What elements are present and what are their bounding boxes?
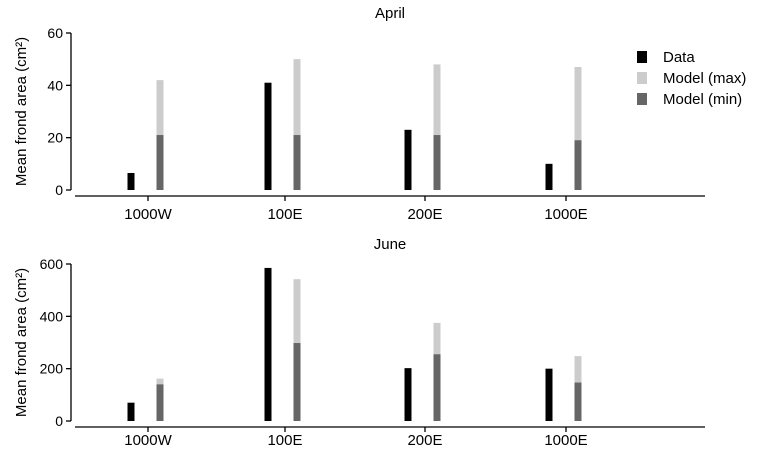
legend: Data Model (max) Model (min) bbox=[637, 49, 746, 108]
bar-data-1000E bbox=[545, 368, 553, 421]
bar-model-max-100E bbox=[293, 59, 301, 190]
bar-model-min-1000E bbox=[574, 382, 582, 421]
x-tick-label: 1000W bbox=[124, 206, 172, 223]
y-tick-label: 20 bbox=[47, 130, 63, 146]
y-axis-label: Mean frond area (cm²) bbox=[13, 268, 30, 417]
y-tick-label: 40 bbox=[47, 77, 63, 93]
legend-label: Data bbox=[663, 49, 695, 66]
y-tick-label: 200 bbox=[40, 361, 64, 377]
bar-data-200E bbox=[404, 368, 412, 421]
x-tick-label: 200E bbox=[407, 432, 442, 449]
bar-data-100E bbox=[264, 267, 272, 421]
bar-model-max-1000E bbox=[574, 67, 582, 190]
x-tick-label: 200E bbox=[407, 206, 442, 223]
chart-title: June bbox=[374, 236, 407, 253]
bar-model-max-200E bbox=[433, 64, 441, 190]
bar-data-1000W bbox=[127, 402, 135, 421]
bar-model-min-1000E bbox=[574, 140, 582, 190]
x-tick-label: 1000E bbox=[544, 432, 587, 449]
bar-model-min-200E bbox=[433, 354, 441, 421]
chart-title: April bbox=[375, 5, 405, 22]
legend-swatch bbox=[637, 51, 647, 63]
legend-swatch bbox=[637, 72, 647, 84]
y-tick-label: 0 bbox=[55, 182, 63, 198]
bar-model-min-1000W bbox=[156, 135, 164, 190]
bar-data-1000E bbox=[545, 163, 553, 190]
y-tick-label: 600 bbox=[40, 256, 64, 272]
x-tick-label: 1000E bbox=[544, 206, 587, 223]
x-tick-label: 1000W bbox=[124, 432, 172, 449]
x-tick-label: 100E bbox=[267, 206, 302, 223]
x-tick-label: 100E bbox=[267, 432, 302, 449]
legend-label: Model (max) bbox=[663, 70, 746, 87]
y-tick-label: 400 bbox=[40, 308, 64, 324]
y-tick-label: 60 bbox=[47, 25, 63, 41]
y-axis-label: Mean frond area (cm²) bbox=[13, 37, 30, 186]
bar-model-min-100E bbox=[293, 343, 301, 421]
bar-model-min-1000W bbox=[156, 384, 164, 421]
bar-model-min-200E bbox=[433, 135, 441, 190]
bar-data-1000W bbox=[127, 172, 135, 190]
bar-model-min-100E bbox=[293, 135, 301, 190]
y-tick-label: 0 bbox=[55, 413, 63, 429]
panel-june: June 0 200 400 600 Mean frond area (cm²) 1000W… bbox=[13, 236, 705, 449]
bar-data-200E bbox=[404, 129, 412, 190]
panel-april: April 0 20 40 60 Mean frond area (cm²) 1000W 10… bbox=[13, 5, 705, 223]
legend-swatch bbox=[637, 93, 647, 105]
bar-data-100E bbox=[264, 82, 272, 190]
legend-label: Model (min) bbox=[663, 91, 742, 108]
